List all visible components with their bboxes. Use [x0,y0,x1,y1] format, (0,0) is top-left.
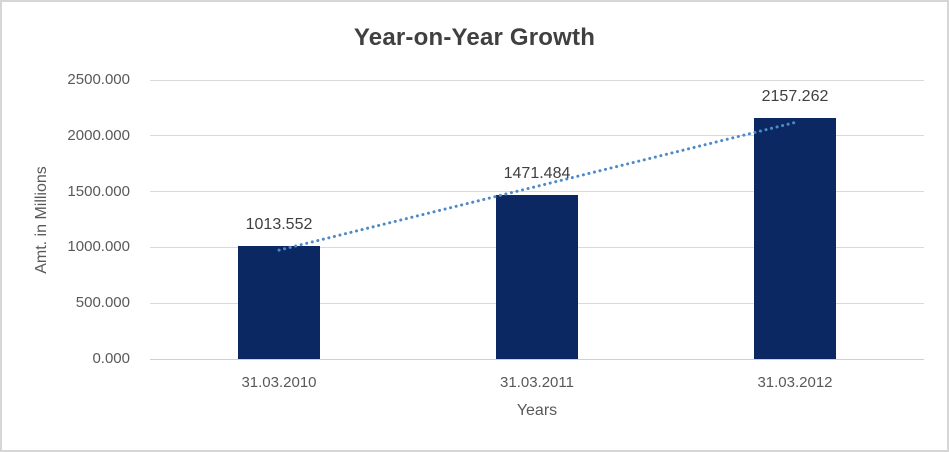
y-tick-label: 1500.000 [67,182,130,200]
y-tick-label: 1000.000 [67,238,130,256]
x-tick-label: 31.03.2010 [241,374,317,391]
chart-title: Year-on-Year Growth [353,24,596,51]
gridline [150,79,924,81]
y-tick-label: 2500.000 [67,71,130,88]
bar-value-label: 1013.552 [245,215,313,233]
bar [754,118,836,359]
y-tick-label: 500.000 [75,294,130,312]
x-axis-title: Years [516,402,558,419]
bar [238,245,320,359]
x-tick-label: 31.03.2011 [500,374,574,391]
bar-value-label: 1471.484 [503,164,571,182]
y-tick-label: 0.000 [92,350,130,367]
x-tick-label: 31.03.2012 [757,374,833,391]
bar-value-label: 2157.262 [761,88,829,106]
gridline [150,358,924,360]
bar [496,194,578,359]
y-tick-label: 2000.000 [67,126,130,144]
